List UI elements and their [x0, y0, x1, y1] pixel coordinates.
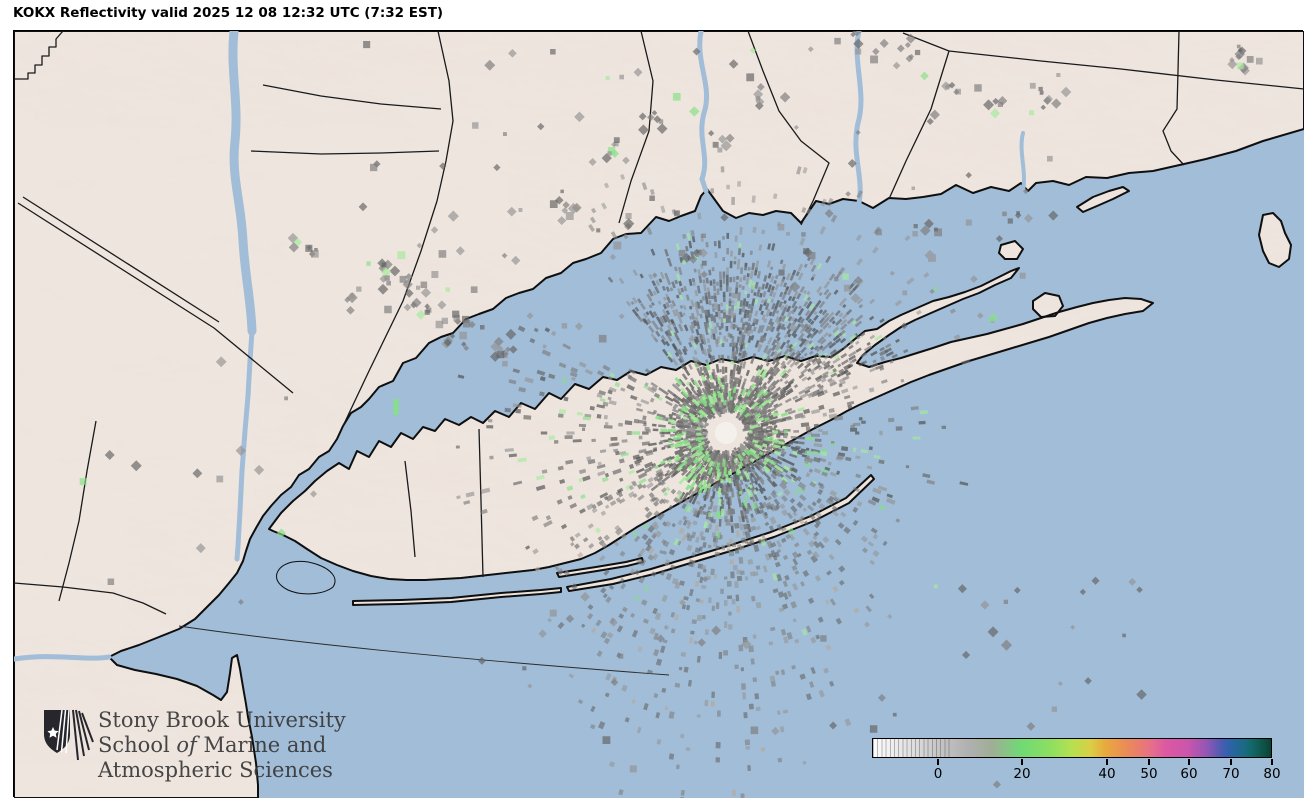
colorbar-tick-label: 20: [1013, 766, 1031, 782]
radar-echoes: [79, 31, 1263, 798]
colorbar-tick: [937, 759, 939, 765]
logo-line3: Atmospheric Sciences: [98, 758, 333, 782]
colorbar-tick-label: 0: [933, 766, 943, 782]
colorbar-tick: [1271, 759, 1273, 765]
stony-brook-shield-icon: [44, 709, 94, 761]
colorbar-tick-label: 50: [1140, 766, 1158, 782]
logo-text: Stony Brook University School of Marine a…: [98, 708, 346, 783]
colorbar-tick: [1188, 759, 1190, 765]
colorbar-tick: [1106, 759, 1108, 765]
colorbar-tick: [1148, 759, 1150, 765]
colorbar-tick-label: 60: [1180, 766, 1198, 782]
radar-site: [715, 422, 737, 444]
stony-brook-logo: Stony Brook University School of Marine a…: [42, 708, 346, 783]
colorbar-tick-label: 80: [1263, 766, 1281, 782]
colorbar-tick-label: 40: [1098, 766, 1116, 782]
county-borders: [14, 31, 1304, 615]
logo-line1: Stony Brook University: [98, 708, 346, 732]
jamaica-bay: [275, 560, 336, 595]
maritime-boundary: [178, 625, 670, 676]
map-frame: [13, 30, 1304, 798]
reflectivity-colorbar: 0 20 40 50 60 70 80: [872, 738, 1281, 782]
radar-map: [14, 31, 1304, 798]
colorbar-discrete-stripes: [873, 739, 953, 757]
logo-line2: School of Marine and: [98, 733, 327, 757]
colorbar-tick: [1230, 759, 1232, 765]
map-title: KOKX Reflectivity valid 2025 12 08 12:32…: [13, 5, 444, 21]
colorbar-tick: [1021, 759, 1023, 765]
colorbar-tick-label: 70: [1222, 766, 1240, 782]
